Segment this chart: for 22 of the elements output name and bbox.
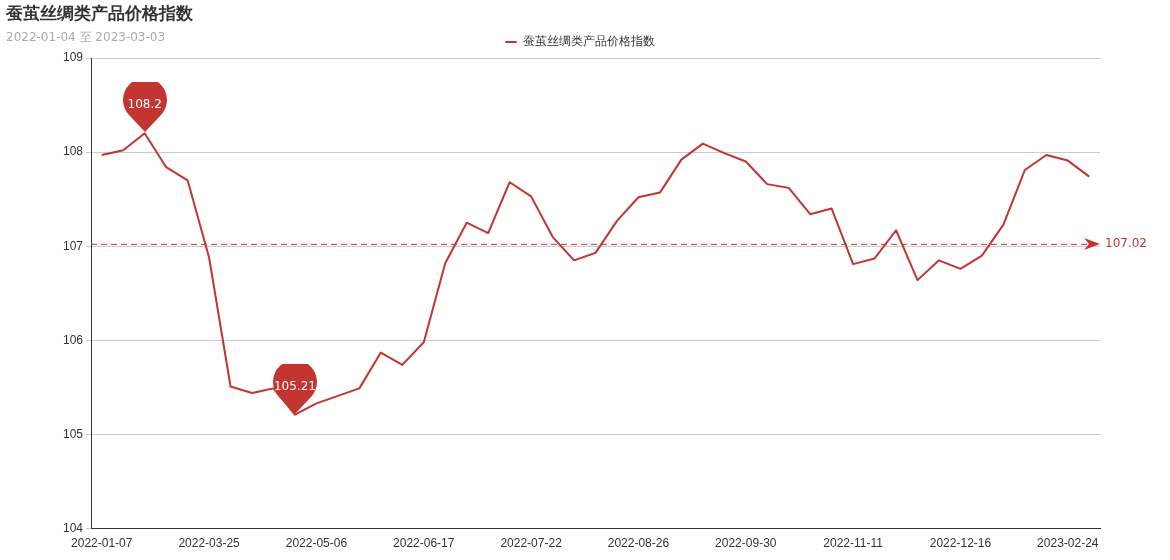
x-tick-label: 2022-06-17 [393,536,455,551]
x-tick-label: 2022-03-25 [178,536,241,551]
x-tick-label: 2022-08-26 [607,536,670,551]
y-tick-label: 108 [62,144,84,159]
x-tick-label: 2022-05-06 [285,536,348,551]
ref-line-label: 107.02 [1105,236,1147,251]
y-tick-label: 104 [62,520,84,535]
annotation: 105.21 [272,378,317,393]
x-tick-label: 2022-12-16 [929,536,992,551]
annotation: 108.2 [126,97,163,112]
x-tick-label: 2022-11-11 [823,536,884,551]
y-tick-label: 106 [62,332,84,347]
y-tick-label: 105 [62,426,84,441]
x-tick-label: 2022-01-07 [71,536,133,551]
chart-title: 蚕茧丝绸类产品价格指数 [6,2,193,25]
x-tick-label: 2022-09-30 [715,536,777,551]
x-tick-label: 2023-02-24 [1037,536,1099,551]
y-tick-label: 107 [62,238,84,253]
legend-label: 蚕茧丝绸类产品价格指数 [523,34,655,49]
chart-subtitle: 2022-01-04 至 2023-03-03 [6,29,166,46]
x-tick-label: 2022-07-22 [500,536,563,551]
y-tick-label: 109 [62,50,84,65]
